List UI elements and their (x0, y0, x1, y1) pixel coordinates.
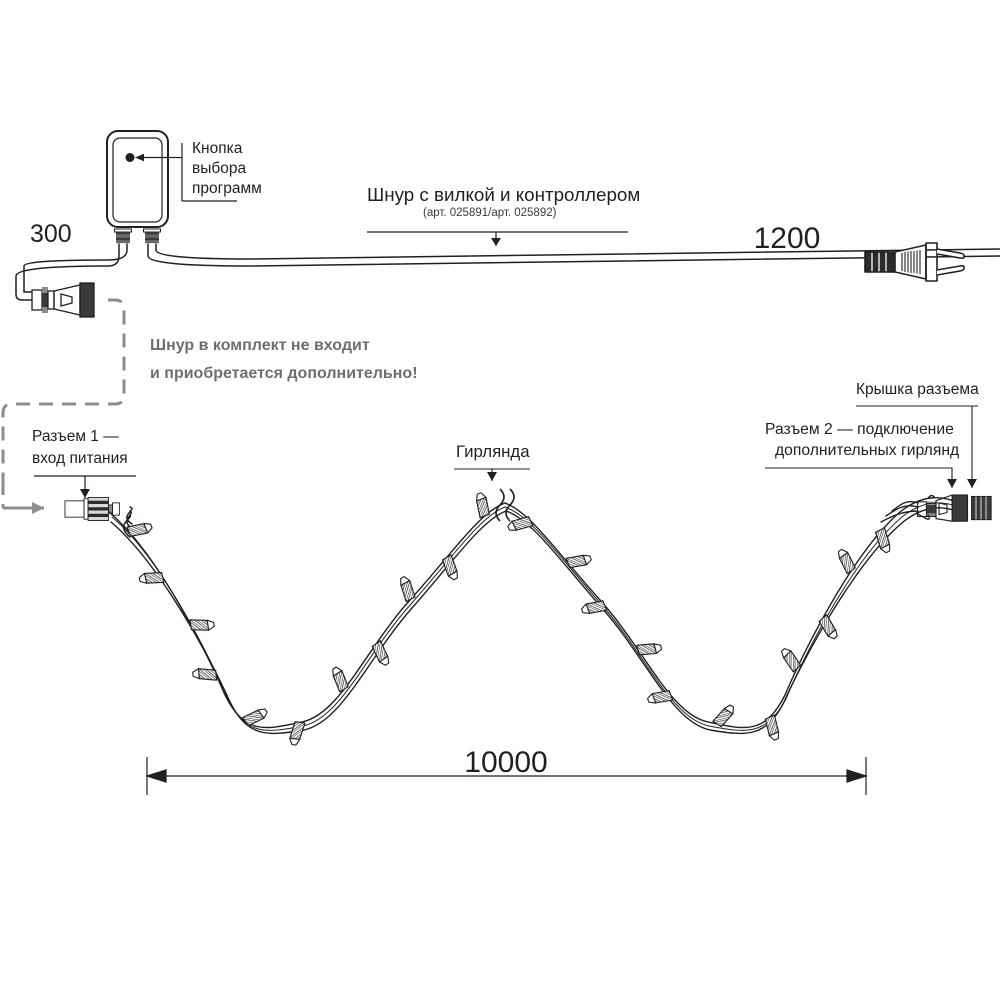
svg-text:Шнур в комплект не входит: Шнур в комплект не входит (150, 337, 370, 354)
svg-text:Разъем 1 —: Разъем 1 — (32, 428, 119, 445)
svg-text:вход питания: вход питания (32, 450, 128, 467)
svg-text:300: 300 (30, 220, 72, 248)
svg-text:Разъем 2 — подключение: Разъем 2 — подключение (765, 421, 954, 438)
svg-text:Кнопка: Кнопка (192, 140, 243, 157)
svg-text:дополнительных гирлянд: дополнительных гирлянд (775, 442, 959, 459)
svg-text:1200: 1200 (754, 222, 821, 255)
svg-text:и приобретается дополнительно!: и приобретается дополнительно! (150, 365, 418, 382)
svg-text:программ: программ (192, 180, 262, 197)
svg-text:Гирлянда: Гирлянда (456, 442, 530, 461)
svg-text:Крышка разъема: Крышка разъема (856, 381, 979, 398)
svg-text:(арт. 025891/арт. 025892): (арт. 025891/арт. 025892) (423, 207, 557, 219)
svg-text:10000: 10000 (464, 746, 547, 779)
svg-text:Шнур с вилкой и контроллером: Шнур с вилкой и контроллером (367, 184, 640, 205)
svg-text:выбора: выбора (192, 160, 246, 177)
